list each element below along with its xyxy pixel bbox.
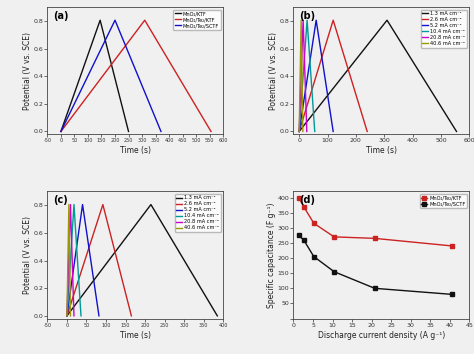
Line: 5.2 mA cm⁻²: 5.2 mA cm⁻² xyxy=(299,20,333,131)
X-axis label: Time (s): Time (s) xyxy=(120,331,151,339)
MnO₂/Te₂/SCTF xyxy=(296,233,301,238)
MnO₂/Te₂/KTF xyxy=(296,195,301,200)
MnO₂/Te₂/SCTF xyxy=(372,286,378,290)
Line: 1.3 mA cm⁻²: 1.3 mA cm⁻² xyxy=(299,20,456,131)
1.3 mA cm⁻² xyxy=(214,314,220,318)
MnO₂/Te₂/KTF xyxy=(301,205,307,209)
2.6 mA cm⁻² xyxy=(296,129,302,133)
2.6 mA cm⁻² xyxy=(365,129,370,133)
MnO₂/Te₂/KTF xyxy=(331,235,337,239)
1.3 mA cm⁻² xyxy=(64,314,70,318)
MnO₂/Te₂/KTF xyxy=(208,129,214,133)
Line: MnO₂/KTF: MnO₂/KTF xyxy=(61,20,128,131)
20.8 mA cm⁻² xyxy=(71,314,77,318)
2.6 mA cm⁻² xyxy=(330,18,336,22)
Text: (c): (c) xyxy=(53,195,67,205)
Line: 10.4 mA cm⁻²: 10.4 mA cm⁻² xyxy=(299,20,315,131)
1.3 mA cm⁻² xyxy=(454,129,459,133)
MnO₂/Te₂/SCTF xyxy=(112,18,118,22)
Line: 20.8 mA cm⁻²: 20.8 mA cm⁻² xyxy=(67,205,74,316)
MnO₂/Te₂/KTF xyxy=(311,221,317,225)
Y-axis label: Specific capacitance (F g⁻¹): Specific capacitance (F g⁻¹) xyxy=(267,202,276,308)
Line: MnO₂/Te₂/KTF: MnO₂/Te₂/KTF xyxy=(61,20,211,131)
Text: (a): (a) xyxy=(53,11,68,21)
1.3 mA cm⁻² xyxy=(148,202,154,207)
MnO₂/Te₂/SCTF xyxy=(301,238,307,242)
MnO₂/KTF xyxy=(58,129,64,133)
20.8 mA cm⁻² xyxy=(68,202,73,207)
Line: 20.8 mA cm⁻²: 20.8 mA cm⁻² xyxy=(299,20,307,131)
10.4 mA cm⁻² xyxy=(304,18,310,22)
X-axis label: Time (s): Time (s) xyxy=(120,146,151,155)
5.2 mA cm⁻² xyxy=(330,129,336,133)
40.6 mA cm⁻² xyxy=(66,202,72,207)
Y-axis label: Potential (V vs. SCE): Potential (V vs. SCE) xyxy=(23,216,32,294)
10.4 mA cm⁻² xyxy=(296,129,302,133)
10.4 mA cm⁻² xyxy=(71,202,77,207)
10.4 mA cm⁻² xyxy=(312,129,318,133)
Line: MnO₂/Te₂/KTF: MnO₂/Te₂/KTF xyxy=(297,195,454,248)
5.2 mA cm⁻² xyxy=(64,314,70,318)
20.8 mA cm⁻² xyxy=(301,18,306,22)
20.8 mA cm⁻² xyxy=(64,314,70,318)
2.6 mA cm⁻² xyxy=(128,314,134,318)
5.2 mA cm⁻² xyxy=(80,202,85,207)
40.6 mA cm⁻² xyxy=(68,314,73,318)
MnO₂/Te₂/KTF xyxy=(372,236,378,240)
MnO₂/Te₂/SCTF xyxy=(311,255,317,259)
MnO₂/Te₂/SCTF xyxy=(331,269,337,274)
20.8 mA cm⁻² xyxy=(304,129,310,133)
Line: 5.2 mA cm⁻²: 5.2 mA cm⁻² xyxy=(67,205,99,316)
10.4 mA cm⁻² xyxy=(78,314,84,318)
Line: 10.4 mA cm⁻²: 10.4 mA cm⁻² xyxy=(67,205,81,316)
Line: 2.6 mA cm⁻²: 2.6 mA cm⁻² xyxy=(299,20,367,131)
40.6 mA cm⁻² xyxy=(298,18,304,22)
Y-axis label: Potential (V vs. SCE): Potential (V vs. SCE) xyxy=(269,32,278,110)
40.6 mA cm⁻² xyxy=(296,129,302,133)
MnO₂/Te₂/SCTF xyxy=(449,292,455,297)
X-axis label: Time (s): Time (s) xyxy=(366,146,397,155)
MnO₂/Te₂/SCTF xyxy=(158,129,164,133)
Line: 40.6 mA cm⁻²: 40.6 mA cm⁻² xyxy=(67,205,71,316)
Line: 2.6 mA cm⁻²: 2.6 mA cm⁻² xyxy=(67,205,131,316)
Legend: 1.3 mA cm⁻², 2.6 mA cm⁻², 5.2 mA cm⁻², 10.4 mA cm⁻², 20.8 mA cm⁻², 40.6 mA cm⁻²: 1.3 mA cm⁻², 2.6 mA cm⁻², 5.2 mA cm⁻², 1… xyxy=(175,194,221,232)
Legend: MnO₂/Te₂/KTF, MnO₂/Te₂/SCTF: MnO₂/Te₂/KTF, MnO₂/Te₂/SCTF xyxy=(419,194,467,208)
Line: 1.3 mA cm⁻²: 1.3 mA cm⁻² xyxy=(67,205,217,316)
Line: MnO₂/Te₂/SCTF: MnO₂/Te₂/SCTF xyxy=(61,20,161,131)
1.3 mA cm⁻² xyxy=(296,129,302,133)
2.6 mA cm⁻² xyxy=(64,314,70,318)
Line: MnO₂/Te₂/SCTF: MnO₂/Te₂/SCTF xyxy=(297,233,454,296)
MnO₂/Te₂/KTF xyxy=(142,18,147,22)
X-axis label: Discharge current density (A g⁻¹): Discharge current density (A g⁻¹) xyxy=(318,331,445,339)
5.2 mA cm⁻² xyxy=(96,314,102,318)
MnO₂/KTF xyxy=(126,129,131,133)
5.2 mA cm⁻² xyxy=(313,18,319,22)
Legend: MnO₂/KTF, MnO₂/Te₂/KTF, MnO₂/Te₂/SCTF: MnO₂/KTF, MnO₂/Te₂/KTF, MnO₂/Te₂/SCTF xyxy=(173,10,221,30)
5.2 mA cm⁻² xyxy=(296,129,302,133)
40.6 mA cm⁻² xyxy=(64,314,70,318)
MnO₂/Te₂/KTF xyxy=(449,244,455,248)
Text: (b): (b) xyxy=(299,11,315,21)
Y-axis label: Potential (V vs. SCE): Potential (V vs. SCE) xyxy=(23,32,32,110)
2.6 mA cm⁻² xyxy=(100,202,106,207)
MnO₂/KTF xyxy=(97,18,103,22)
1.3 mA cm⁻² xyxy=(384,18,390,22)
40.6 mA cm⁻² xyxy=(300,129,306,133)
Legend: 1.3 mA cm⁻², 2.6 mA cm⁻², 5.2 mA cm⁻², 10.4 mA cm⁻², 20.8 mA cm⁻², 40.6 mA cm⁻²: 1.3 mA cm⁻², 2.6 mA cm⁻², 5.2 mA cm⁻², 1… xyxy=(421,10,467,47)
MnO₂/Te₂/SCTF xyxy=(58,129,64,133)
20.8 mA cm⁻² xyxy=(296,129,302,133)
10.4 mA cm⁻² xyxy=(64,314,70,318)
Line: 40.6 mA cm⁻²: 40.6 mA cm⁻² xyxy=(299,20,303,131)
Text: (d): (d) xyxy=(299,195,315,205)
MnO₂/Te₂/KTF xyxy=(58,129,64,133)
